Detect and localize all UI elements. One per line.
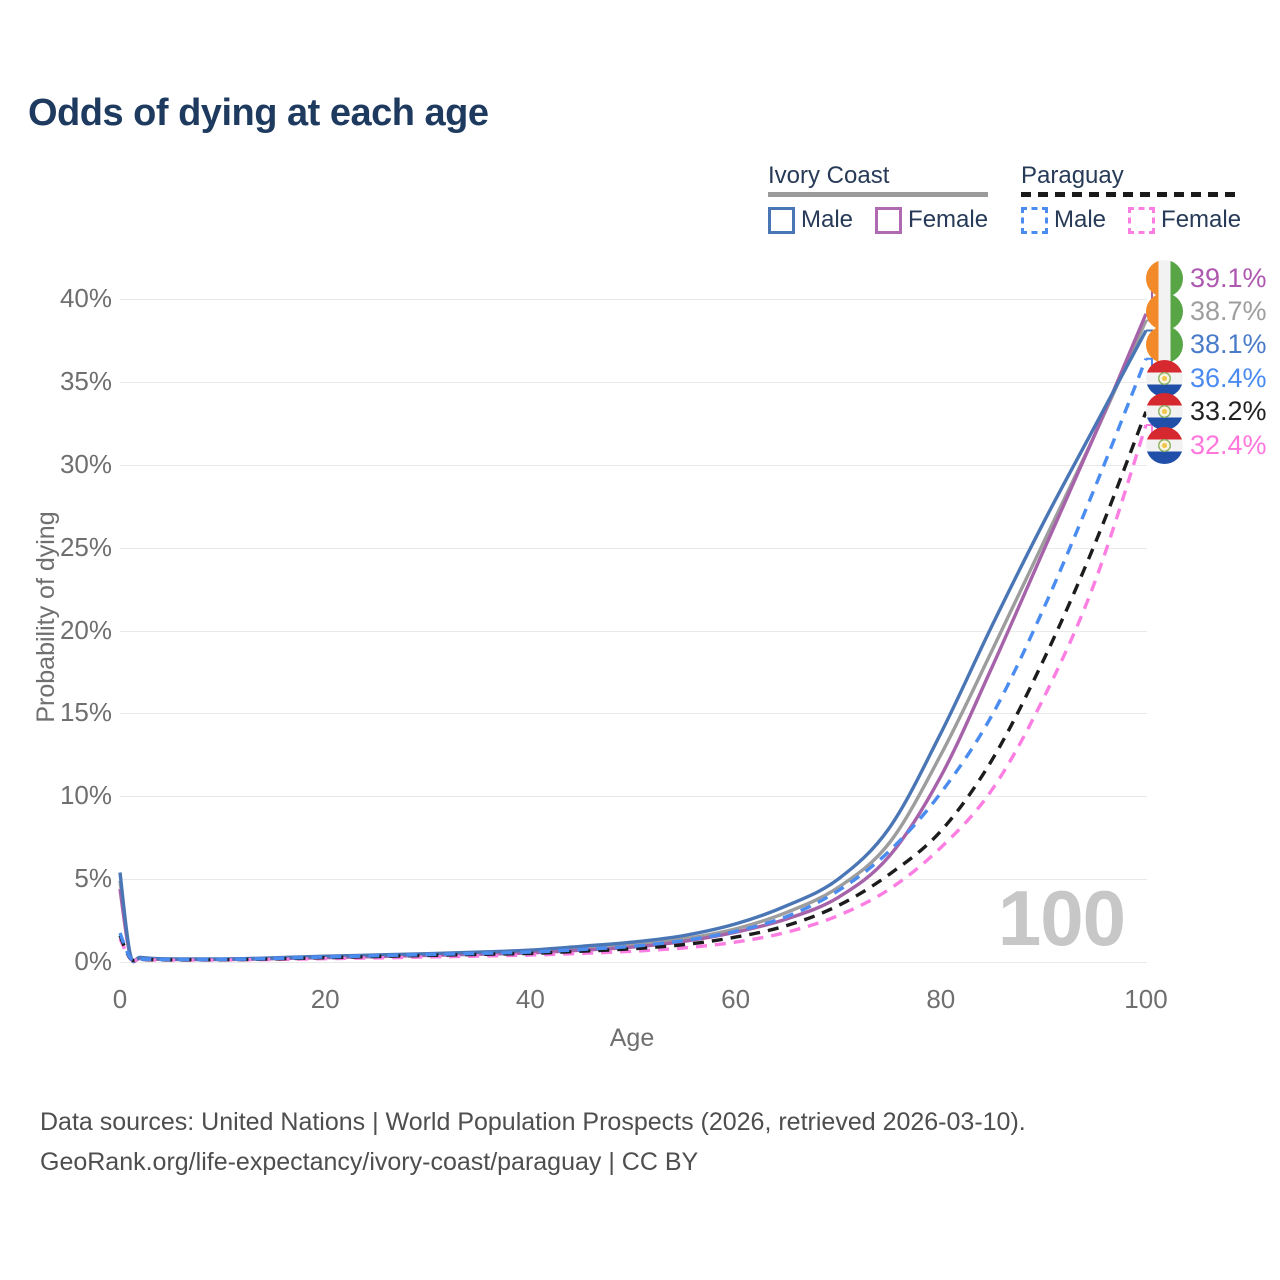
flag-emblem: [1158, 371, 1171, 385]
gridline-30pct: [120, 464, 1147, 466]
end-label-row-paraguay-female: 32.4%: [1146, 426, 1267, 464]
legend-swatch-icon: [768, 206, 795, 234]
paraguay-flag-icon: [1146, 393, 1183, 431]
legend-group-ivory-coast: Ivory Coast Male Female: [768, 162, 989, 234]
y-tick-label: 15%: [59, 697, 112, 728]
page-title: Odds of dying at each age: [28, 92, 489, 134]
legend-items-row: Male Female: [1021, 206, 1241, 234]
series-end-value: 36.4%: [1190, 362, 1267, 393]
legend-item-ivory-coast-female[interactable]: Female: [875, 206, 988, 234]
ivory-coast-flag-icon: [1146, 259, 1183, 297]
legend-item-paraguay-male[interactable]: Male: [1021, 206, 1106, 234]
legend-swatch-icon: [1128, 206, 1156, 234]
gridline-0pct: [120, 962, 1147, 963]
end-label-row-ivory-coast-both: 38.7%: [1146, 292, 1267, 330]
x-tick-label: 60: [721, 984, 751, 1014]
end-label-row-paraguay-both: 33.2%: [1146, 393, 1267, 431]
paraguay-flag-icon: [1146, 426, 1183, 464]
x-tick-label: 100: [1124, 984, 1168, 1014]
legend-swatch-icon: [1021, 206, 1048, 234]
flag-emblem: [1158, 438, 1171, 452]
legend-item-label: Male: [801, 206, 854, 233]
paraguay-flag-icon: [1146, 359, 1183, 397]
legend-group-title: Ivory Coast: [768, 162, 890, 189]
legend-item-label: Female: [1161, 206, 1242, 233]
end-label-row-ivory-coast-male: 38.1%: [1146, 326, 1267, 364]
x-tick-label: 40: [515, 984, 545, 1014]
series-line-ivory-coast-female[interactable]: [118, 313, 1148, 964]
series-end-value: 33.2%: [1190, 396, 1267, 427]
footer-attribution: GeoRank.org/life-expectancy/ivory-coast/…: [40, 1148, 699, 1176]
x-tick-label: 20: [310, 984, 340, 1014]
y-tick-label: 10%: [59, 780, 112, 811]
legend-items-row: Male Female: [768, 206, 988, 234]
y-tick-label: 20%: [59, 614, 112, 645]
series-line-paraguay-both[interactable]: [118, 411, 1148, 963]
age-watermark: 100: [997, 874, 1126, 962]
legend-item-label: Female: [908, 206, 989, 233]
legend-group-paraguay: Paraguay Male Female: [1021, 162, 1242, 234]
series-line-ivory-coast-both[interactable]: [118, 319, 1148, 964]
x-tick-label: 80: [926, 984, 956, 1014]
gridline-10pct: [120, 796, 1147, 798]
flag-emblem: [1158, 405, 1171, 419]
legend-solid-line-swatch: [768, 192, 989, 197]
y-tick-label: 5%: [74, 863, 112, 894]
gridline-35pct: [120, 381, 1147, 383]
gridline-40pct: [120, 299, 1147, 300]
gridline-25pct: [120, 547, 1147, 549]
x-axis-title: Age: [609, 1024, 655, 1052]
series-end-value: 38.1%: [1190, 329, 1267, 360]
series-line-paraguay-female[interactable]: [118, 424, 1148, 963]
footer-data-sources: Data sources: United Nations | World Pop…: [40, 1108, 1026, 1136]
series-end-value: 39.1%: [1190, 262, 1267, 293]
ivory-coast-flag-icon: [1146, 292, 1183, 330]
gridline-20pct: [120, 630, 1147, 632]
x-tick-label: 0: [112, 984, 128, 1014]
series-end-value: 32.4%: [1190, 429, 1267, 460]
legend-dashed-line-swatch: [1021, 192, 1242, 197]
end-label-row-paraguay-male: 36.4%: [1146, 359, 1267, 397]
legend-group-title: Paraguay: [1021, 162, 1124, 189]
ivory-coast-flag-icon: [1146, 326, 1183, 364]
y-tick-label: 40%: [59, 283, 112, 313]
gridline-5pct: [120, 879, 1147, 881]
series-line-ivory-coast-male[interactable]: [118, 329, 1148, 964]
legend-swatch-icon: [875, 206, 903, 234]
y-tick-label: 30%: [59, 448, 112, 479]
series-line-paraguay-male[interactable]: [118, 358, 1148, 962]
end-label-row-ivory-coast-female: 39.1%: [1146, 259, 1267, 297]
y-tick-label: 0%: [74, 946, 112, 976]
legend-item-paraguay-female[interactable]: Female: [1128, 206, 1241, 234]
legend-item-ivory-coast-male[interactable]: Male: [768, 206, 853, 234]
gridline-15pct: [120, 713, 1147, 715]
y-tick-label: 35%: [59, 365, 112, 396]
series-end-value: 38.7%: [1190, 295, 1267, 326]
legend-item-label: Male: [1054, 206, 1107, 233]
y-tick-label: 25%: [59, 531, 112, 562]
